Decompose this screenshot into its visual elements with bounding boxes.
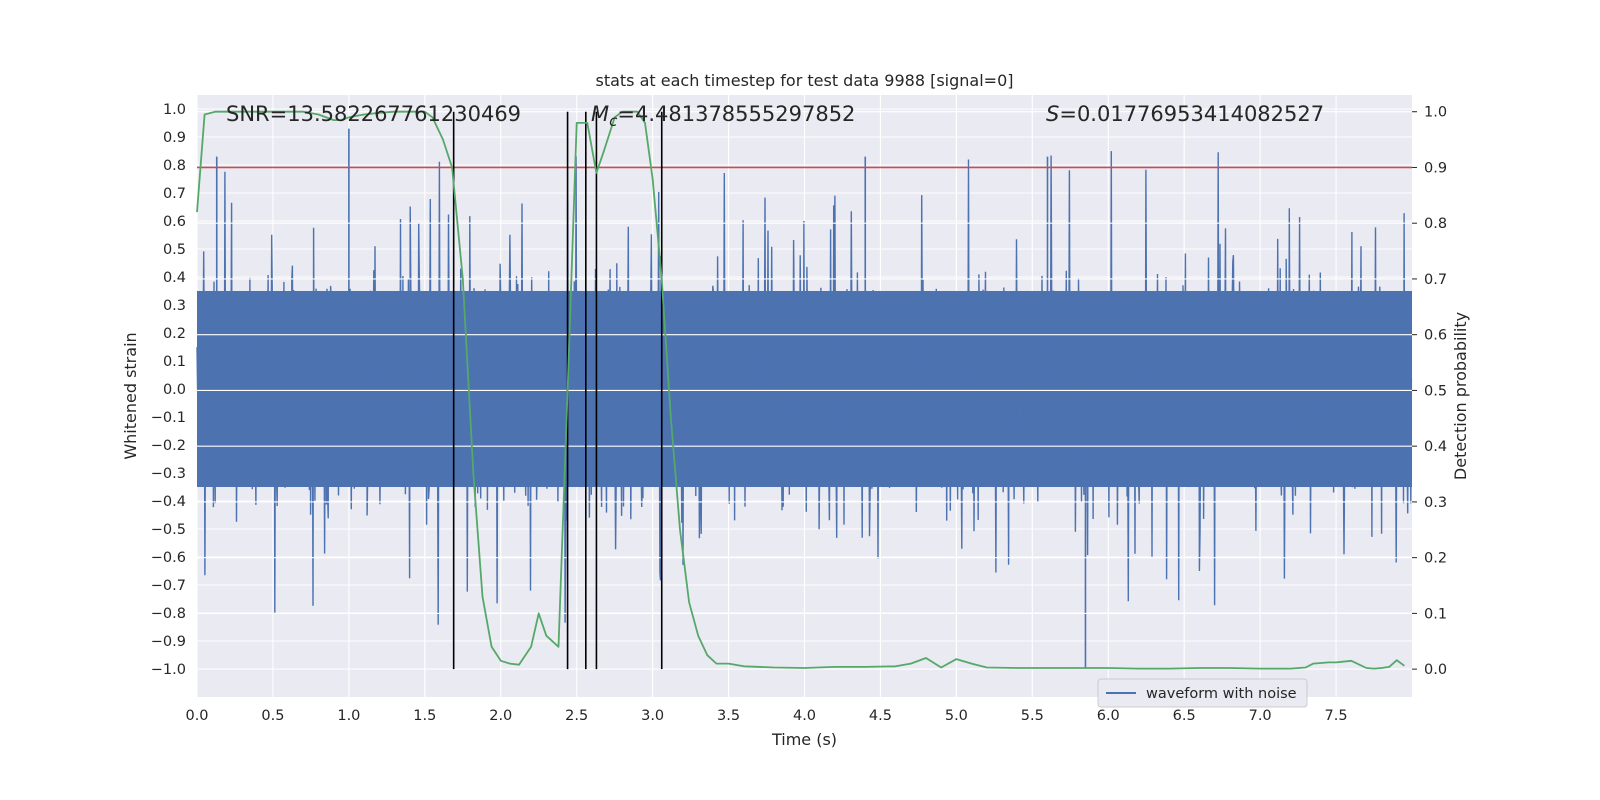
overlay-lines: [196, 110, 1412, 670]
y-tick-label-left: −0.8: [151, 606, 186, 622]
y-tick-label-left: 0.0: [163, 382, 186, 398]
s-symbol: S: [1046, 102, 1059, 126]
x-tick-label: 3.5: [717, 708, 740, 724]
y-tick-label-left: −0.4: [151, 494, 186, 510]
legend-entry-waveform: waveform with noise: [1146, 686, 1297, 702]
s-value: =0.01776953414082527: [1059, 102, 1324, 126]
y-tick-label-left: 0.5: [163, 242, 186, 258]
chirp-mass-annotation: Mc=4.481378555297852: [591, 102, 855, 130]
chirp-mass-value: =4.481378555297852: [617, 102, 855, 126]
y-tick-label-left: −0.7: [151, 578, 186, 594]
x-tick-label: 6.5: [1173, 708, 1196, 724]
y-tick-label-left: −1.0: [151, 662, 186, 678]
y-tick-label-right: 0.6: [1424, 328, 1447, 344]
waveform-series: [196, 128, 1413, 669]
y-tick-label-right: 0.0: [1424, 662, 1447, 678]
y-tick-label-right: 0.9: [1424, 160, 1447, 176]
y-tick-label-left: 0.3: [163, 298, 186, 314]
s-annotation: S=0.01776953414082527: [1046, 102, 1324, 126]
y-tick-label-left: 1.0: [163, 102, 186, 118]
x-axis-label: Time (s): [771, 730, 837, 749]
y-axis-label-left: Whitened strain: [121, 332, 140, 459]
y-tick-label-left: −0.2: [151, 438, 186, 454]
y-tick-label-right: 1.0: [1424, 105, 1447, 121]
y-tick-label-right: 0.2: [1424, 551, 1447, 567]
x-tick-label: 2.5: [565, 708, 588, 724]
y-tick-label-right: 0.1: [1424, 606, 1447, 622]
x-tick-label: 0.5: [261, 708, 284, 724]
legend-box: [1097, 678, 1308, 708]
y-tick-label-right: 0.5: [1424, 383, 1447, 399]
x-tick-label: 4.0: [793, 708, 816, 724]
x-tick-label: 5.5: [1021, 708, 1044, 724]
y-tick-label-right: 0.3: [1424, 495, 1447, 511]
y-tick-label-left: −0.6: [151, 550, 186, 566]
y-tick-label-right: 0.7: [1424, 272, 1447, 288]
x-tick-label: 7.0: [1249, 708, 1272, 724]
y-tick-label-left: 0.2: [163, 326, 186, 342]
tick-labels: 0.0 0.5 1.0 1.5 2.0 2.5 3.0 3.5 4.0 4.5 5.0 5.5 6.0 6…: [151, 102, 1447, 724]
x-tick-label: 0.0: [185, 708, 208, 724]
chirp-mass-subscript: c: [609, 112, 618, 130]
x-tick-label: 2.0: [489, 708, 512, 724]
y-tick-label-left: −0.9: [151, 634, 186, 650]
y-tick-label-left: −0.1: [151, 410, 186, 426]
y-tick-label-left: 0.7: [163, 186, 186, 202]
chirp-mass-symbol: M: [591, 102, 609, 126]
chart-title: stats at each timestep for test data 998…: [595, 71, 1013, 90]
y-tick-label-left: 0.8: [163, 158, 186, 174]
y-tick-label-left: −0.5: [151, 522, 186, 538]
legend: waveform with noise: [1097, 678, 1308, 708]
snr-annotation: SNR=13.582267761230469: [226, 102, 521, 126]
y-tick-label-left: 0.4: [163, 270, 186, 286]
x-tick-label: 1.0: [337, 708, 360, 724]
y-tick-label-right: 0.4: [1424, 439, 1447, 455]
x-tick-label: 3.0: [641, 708, 664, 724]
y-axis-label-right: Detection probability: [1451, 312, 1470, 480]
x-tick-label: 7.5: [1325, 708, 1348, 724]
x-tick-label: 6.0: [1097, 708, 1120, 724]
x-tick-label: 4.5: [869, 708, 892, 724]
y-tick-label-left: 0.1: [163, 354, 186, 370]
y-tick-label-left: −0.3: [151, 466, 186, 482]
waveform-line: [196, 151, 1413, 625]
detection-probability-line: [196, 110, 1405, 670]
y-tick-label-right: 0.8: [1424, 216, 1447, 232]
x-tick-label: 1.5: [413, 708, 436, 724]
x-tick-label: 5.0: [945, 708, 968, 724]
y-tick-label-left: 0.9: [163, 130, 186, 146]
y-tick-label-left: 0.6: [163, 214, 186, 230]
